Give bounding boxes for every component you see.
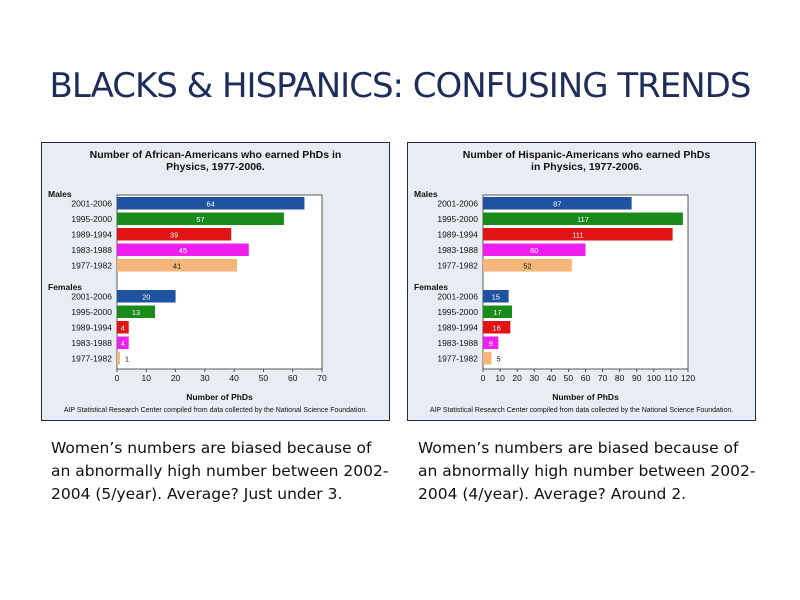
chart-title: Number of Hispanic-Americans who earned … [462,149,711,173]
hispanic-american-chart-panel: Number of Hispanic-Americans who earned … [407,142,756,421]
group-label: Males [48,189,72,199]
data-label: 57 [196,215,204,224]
x-tick-label: 90 [632,373,642,383]
category-label: 1983-1988 [437,338,478,348]
data-label: 60 [530,246,538,255]
data-label: 45 [179,246,187,255]
bar [117,305,156,318]
x-tick-label: 70 [317,373,327,383]
data-label: 13 [132,308,140,317]
bar [117,212,284,225]
data-label: 16 [492,323,500,332]
x-tick-label: 110 [664,373,678,383]
african-american-chart-panel: Number of African-Americans who earned P… [41,142,390,421]
category-label: 1989-1994 [71,229,112,239]
group-label: Females [48,282,82,292]
caption-right: Women’s numbers are biased because of an… [418,439,756,503]
category-label: 1983-1988 [437,245,478,255]
chart-source-note: AIP Statistical Research Center compiled… [429,407,734,414]
data-label: 41 [173,261,181,270]
category-label: 1995-2000 [71,307,112,317]
x-tick-label: 50 [259,373,269,383]
x-tick-label: 40 [229,373,239,383]
data-label: 20 [142,292,150,301]
caption-left: Women’s numbers are biased because of an… [51,439,389,503]
x-tick-label: 60 [288,373,298,383]
x-tick-label: 30 [200,373,210,383]
data-label: 111 [572,230,583,239]
category-label: 2001-2006 [71,291,112,301]
data-label: 117 [577,215,589,224]
bar [117,243,249,256]
x-tick-label: 50 [564,373,574,383]
category-label: 1995-2000 [71,214,112,224]
bar [117,352,120,365]
data-label: 9 [489,339,493,348]
category-label: 2001-2006 [71,198,112,208]
category-label: 1977-1982 [437,353,478,363]
bar [117,336,129,349]
data-label: 15 [492,292,500,301]
x-axis-label: Number of PhDs [552,392,619,402]
chart-title: Number of African-Americans who earned P… [89,149,342,173]
data-label: 64 [207,199,215,208]
data-label: 17 [493,308,501,317]
bar [483,352,492,365]
x-tick-label: 60 [581,373,591,383]
category-label: 1989-1994 [437,322,478,332]
data-label: 87 [553,199,561,208]
bar [483,321,511,334]
data-label: 4 [121,339,125,348]
category-label: 1989-1994 [71,322,112,332]
x-tick-label: 20 [512,373,522,383]
category-label: 1995-2000 [437,214,478,224]
data-label: 39 [170,230,178,239]
bar [483,259,572,272]
x-tick-label: 20 [171,373,181,383]
category-label: 1977-1982 [437,260,478,270]
category-label: 1989-1994 [437,229,478,239]
slide-title: BLACKS & HISPANICS: CONFUSING TRENDS [49,66,752,106]
category-label: 2001-2006 [437,291,478,301]
x-tick-label: 100 [647,373,661,383]
x-tick-label: 80 [615,373,625,383]
bar [117,228,232,241]
data-label: 52 [523,261,531,270]
category-label: 1977-1982 [71,260,112,270]
bar [483,212,683,225]
x-tick-label: 120 [681,373,695,383]
bar [483,305,513,318]
bar [117,290,176,303]
x-tick-label: 30 [530,373,540,383]
x-tick-label: 70 [598,373,608,383]
bar [483,290,509,303]
category-label: 1983-1988 [71,245,112,255]
group-label: Females [414,282,448,292]
bar [483,336,499,349]
x-axis-label: Number of PhDs [186,392,253,402]
bar [483,197,632,210]
bar [483,228,673,241]
x-tick-label: 10 [495,373,505,383]
category-label: 1977-1982 [71,353,112,363]
category-label: 1983-1988 [71,338,112,348]
x-tick-label: 40 [547,373,557,383]
category-label: 1995-2000 [437,307,478,317]
bar [117,197,305,210]
category-label: 2001-2006 [437,198,478,208]
data-label: 5 [497,354,501,363]
group-label: Males [414,189,438,199]
x-tick-label: 0 [115,373,120,383]
x-tick-label: 0 [481,373,486,383]
data-label: 1 [125,354,129,363]
chart-source-note: AIP Statistical Research Center compiled… [63,407,368,414]
bar [117,259,238,272]
data-label: 4 [121,323,125,332]
bar [117,321,129,334]
bar [483,243,586,256]
x-tick-label: 10 [142,373,152,383]
